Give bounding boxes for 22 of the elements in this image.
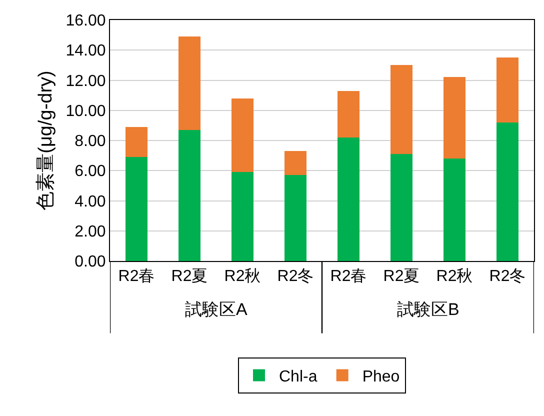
x-tick-label: R2春 [330, 268, 367, 286]
y-tick-label: 2.00 [74, 223, 106, 240]
y-tick-label: 10.00 [66, 102, 106, 120]
x-tick-label: R2春 [118, 268, 155, 286]
x-tick-label: R2秋 [224, 268, 261, 286]
y-tick-label: 4.00 [74, 193, 106, 210]
legend-label: Chl-a [279, 368, 318, 386]
y-axis-title: 色素量(μg/g-dry) [36, 70, 57, 210]
x-tick-label: R2冬 [489, 268, 526, 286]
x-tick-label: R2秋 [436, 268, 473, 286]
legend-label: Pheo [362, 368, 400, 386]
x-tick-label: R2夏 [171, 268, 208, 286]
y-tick-label: 8.00 [74, 133, 106, 150]
x-tick-label: R2夏 [383, 268, 420, 286]
text: 試験区B [397, 300, 460, 319]
text: 試験区A [185, 300, 248, 319]
y-tick-label: 14.00 [66, 42, 106, 60]
y-tick-label: 0.00 [74, 254, 106, 271]
y-tick-label: 6.00 [74, 163, 106, 180]
y-tick-label: 16.00 [66, 12, 106, 30]
y-tick-label: 12.00 [66, 72, 106, 90]
x-tick-label: R2冬 [277, 268, 314, 286]
